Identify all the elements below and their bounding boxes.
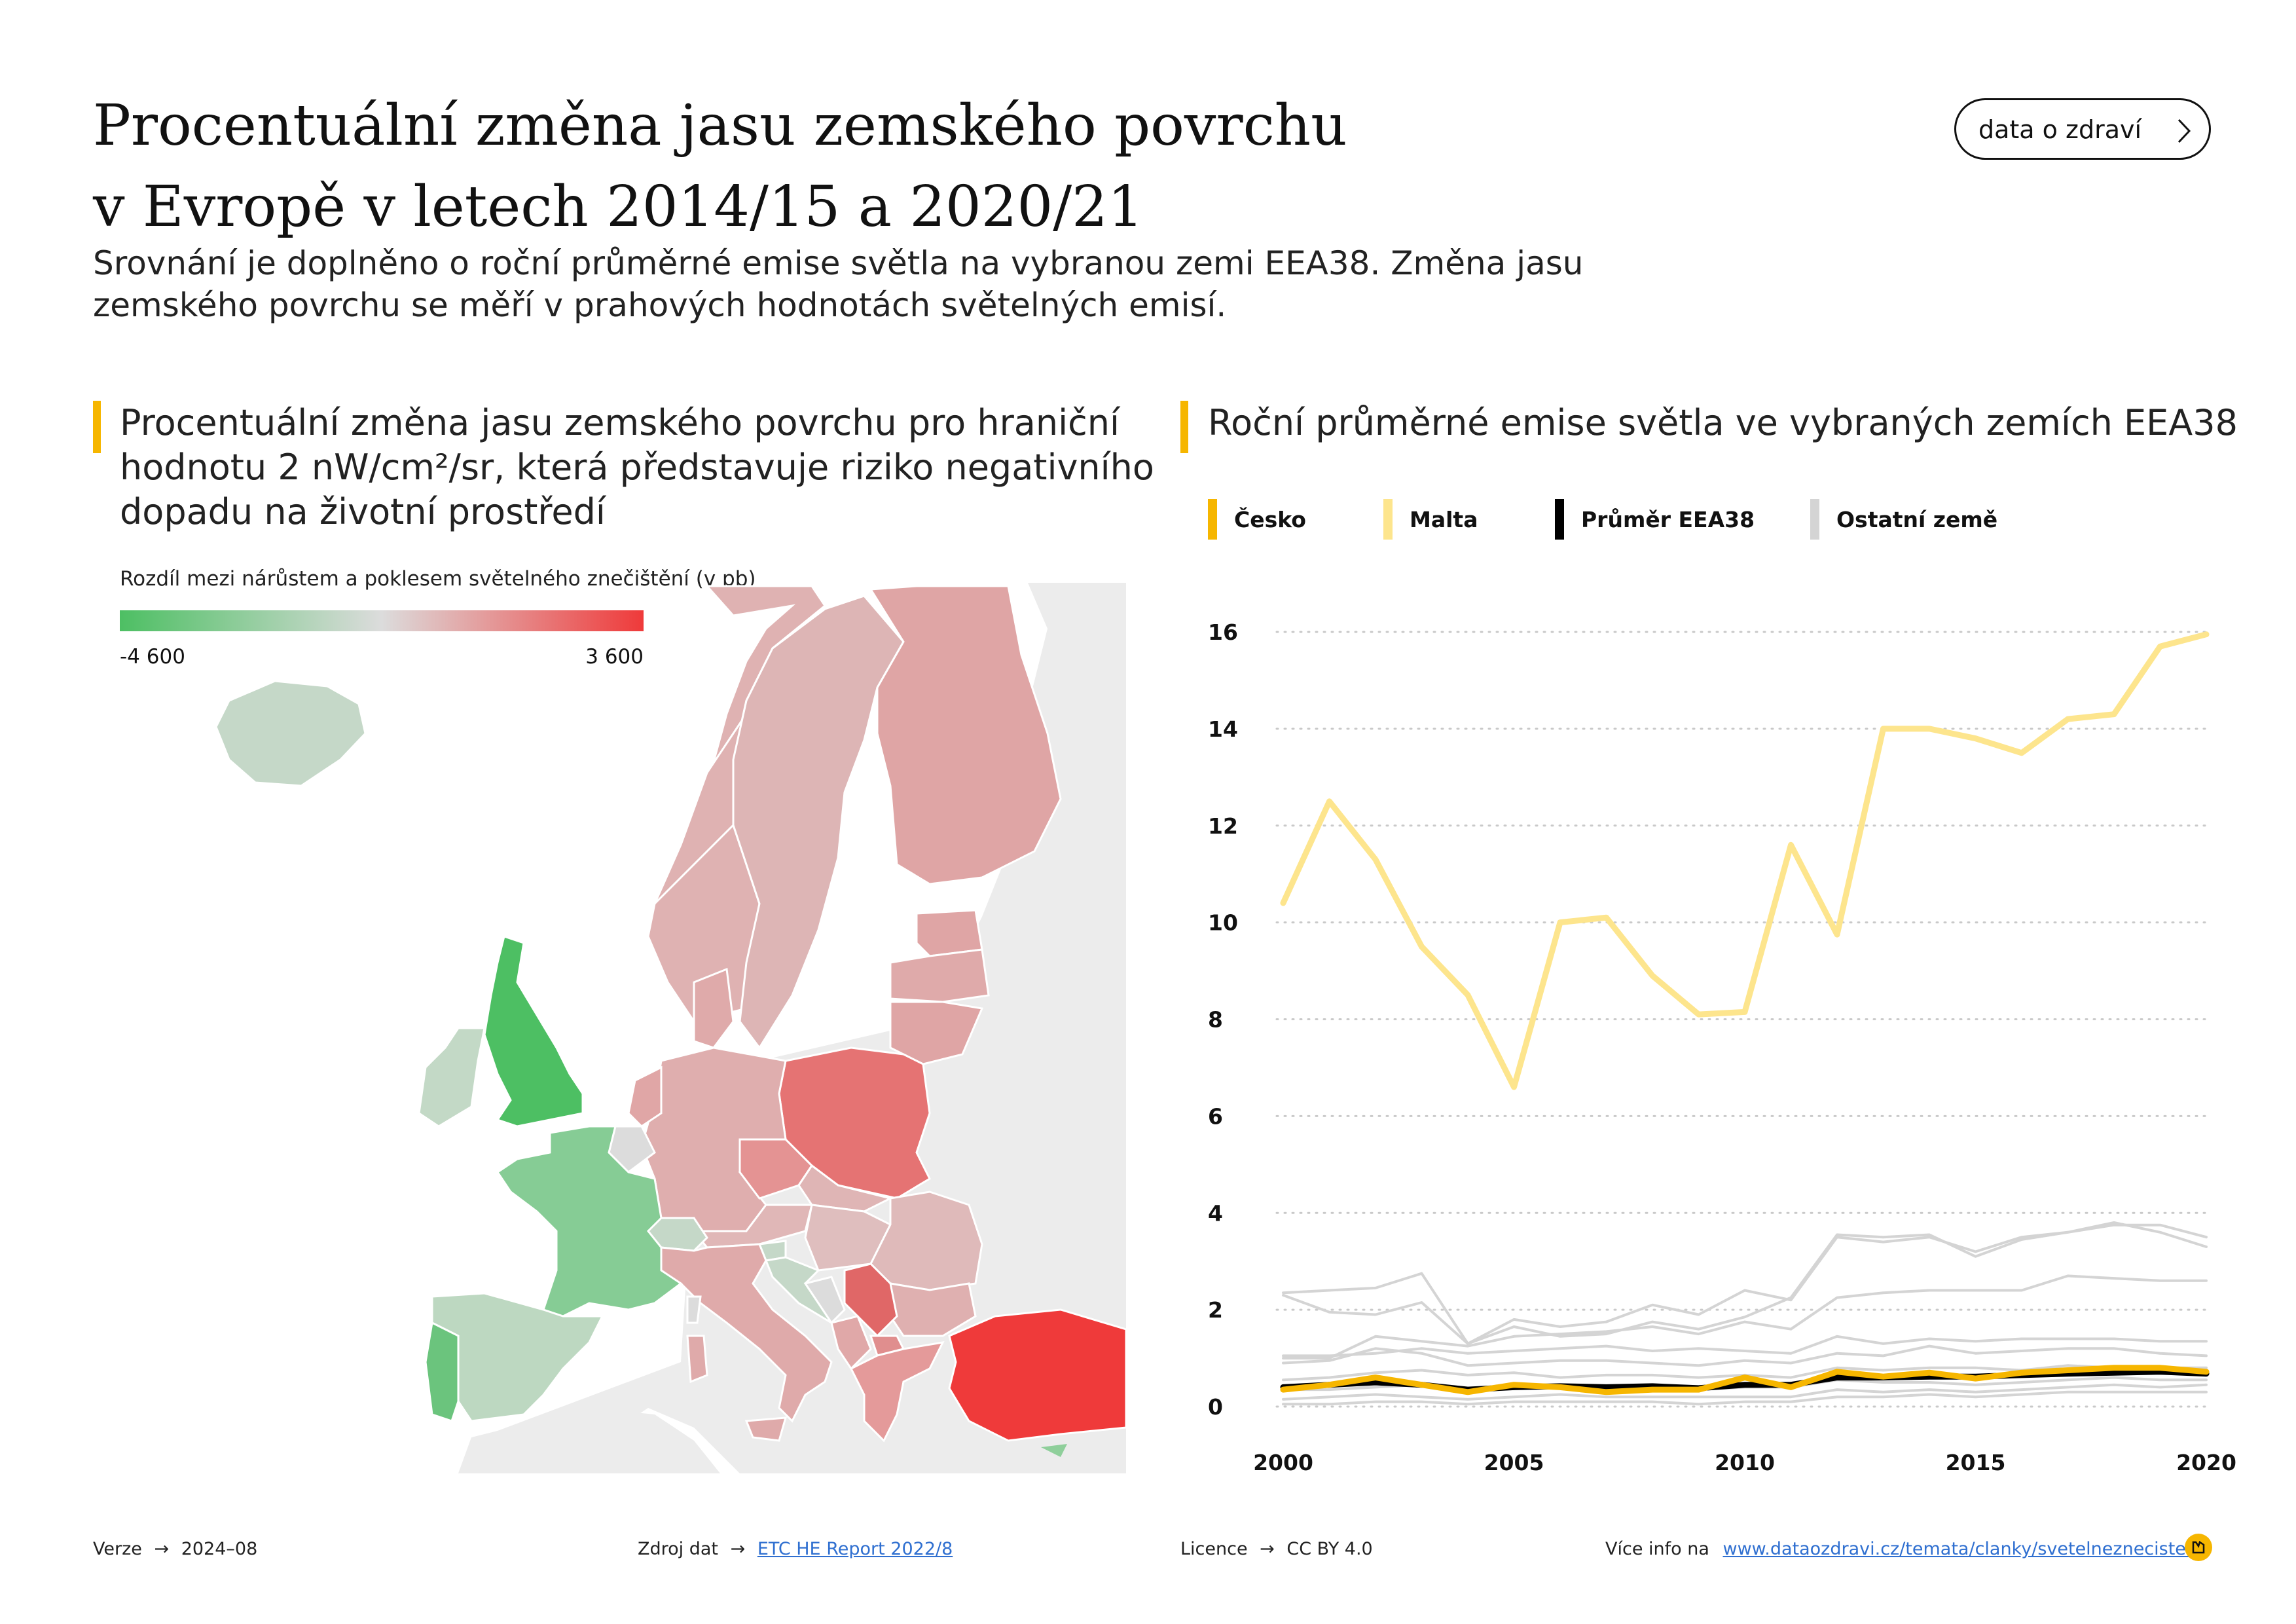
footer-source: Zdroj dat → ETC HE Report 2022/8	[638, 1539, 953, 1559]
y-tick-label: 8	[1208, 1007, 1223, 1033]
map-corsica	[686, 1295, 702, 1324]
y-tick-label: 16	[1208, 619, 1238, 645]
footer-source-label: Zdroj dat	[638, 1539, 719, 1559]
europe-map	[215, 583, 1127, 1473]
map-lithuania	[889, 1001, 984, 1065]
subtitle-line-1: Srovnání je doplněno o roční průměrné em…	[93, 244, 1584, 282]
series-line-0	[1282, 1221, 2208, 1345]
scale-min-label: -4 600	[120, 645, 185, 669]
footer-more-link[interactable]: www.dataozdravi.cz/temata/clanky/sveteln…	[1722, 1539, 2202, 1559]
y-tick-label: 6	[1208, 1103, 1223, 1129]
left-panel-title: Procentuální změna jasu zemského povrchu…	[120, 401, 1154, 534]
footer-more-label: Více info na	[1605, 1539, 1709, 1559]
x-tick-label: 2020	[2176, 1450, 2236, 1475]
footer-license-label: Licence	[1180, 1539, 1248, 1559]
map-italy	[660, 1243, 833, 1423]
color-scale-bar	[120, 610, 644, 631]
y-tick-label: 4	[1208, 1200, 1223, 1226]
map-france	[496, 1125, 683, 1318]
footer-version-label: Verze	[93, 1539, 142, 1559]
chevron-right-icon	[2178, 119, 2191, 143]
y-tick-label: 10	[1208, 910, 1238, 936]
footer-version-value: 2024–08	[181, 1539, 258, 1559]
legend-label-prumer: Průměr EEA38	[1581, 507, 1755, 532]
map-iceland	[215, 680, 367, 787]
title-line-2: v Evropě v letech 2014/15 a 2020/21	[93, 174, 1144, 240]
y-tick-label: 2	[1208, 1297, 1223, 1323]
legend-swatch-prumer	[1555, 499, 1564, 540]
logo-glyph-icon	[2192, 1541, 2205, 1554]
map-denmark	[693, 967, 735, 1049]
health-data-button[interactable]: data o zdraví	[1954, 98, 2211, 160]
right-panel-accent	[1180, 401, 1188, 453]
map-montenegro-albania	[830, 1315, 872, 1371]
legend-label-malta: Malta	[1410, 507, 1478, 532]
logo-icon	[2185, 1534, 2212, 1561]
series-line-11	[1280, 1365, 2210, 1395]
map-sicily	[744, 1416, 788, 1442]
x-tick-label: 2005	[1484, 1450, 1544, 1475]
y-tick-label: 0	[1208, 1394, 1223, 1420]
footer-source-arrow: →	[730, 1539, 746, 1559]
map-turkey	[948, 1308, 1127, 1442]
y-tick-label: 14	[1208, 716, 1238, 742]
series-line-4	[1282, 1344, 2208, 1367]
map-netherlands	[627, 1065, 663, 1128]
footer-more-info: Více info na www.dataozdravi.cz/temata/c…	[1605, 1539, 2202, 1559]
legend-swatch-malta	[1383, 499, 1393, 540]
legend-swatch-ostatni	[1810, 499, 1819, 540]
series-line-9	[1280, 631, 2210, 1090]
map-greece	[849, 1341, 945, 1443]
map-serbia	[843, 1263, 898, 1338]
footer-license: Licence → CC BY 4.0	[1180, 1539, 1373, 1559]
footer-source-link[interactable]: ETC HE Report 2022/8	[757, 1539, 953, 1559]
page-subtitle: Srovnání je doplněno o roční průměrné em…	[93, 242, 1730, 326]
series-line-1	[1282, 1223, 2208, 1345]
left-panel-title-line-1: Procentuální změna jasu zemského povrchu…	[120, 402, 1120, 443]
map-cyprus	[1041, 1444, 1067, 1457]
map-finland	[869, 585, 1062, 885]
title-line-1: Procentuální změna jasu zemského povrchu	[93, 93, 1347, 158]
map-portugal	[424, 1321, 460, 1422]
left-panel-accent	[93, 401, 101, 453]
line-chart: 0 2 4 6 8 10 12 14 16 2000 2005 2010 2015 2020	[1208, 619, 2236, 1475]
health-data-button-label: data o zdraví	[1978, 115, 2142, 144]
x-tick-label: 2010	[1715, 1450, 1775, 1475]
chart-legend: Česko Malta Průměr EEA38 Ostatní země	[1208, 499, 2255, 540]
legend-swatch-cesko	[1208, 499, 1217, 540]
scale-label: Rozdíl mezi nárůstem a poklesem světelné…	[120, 567, 756, 591]
series-line-8	[1282, 1390, 2208, 1406]
map-bosnia	[803, 1276, 846, 1325]
map-uk	[483, 935, 584, 1128]
footer-version: Verze → 2024–08	[93, 1539, 257, 1559]
chart-title: Roční průměrné emise světla ve vybraných…	[1208, 402, 2238, 443]
footer-license-arrow: →	[1260, 1539, 1275, 1559]
series-line-2	[1282, 1274, 2208, 1360]
x-tick-label: 2015	[1946, 1450, 2006, 1475]
map-latvia	[889, 948, 990, 1003]
map-ireland	[418, 1027, 486, 1128]
left-panel-title-line-3: dopadu na životní prostředí	[120, 491, 606, 532]
left-panel-title-line-2: hodnotu 2 nW/cm²/sr, která představuje r…	[120, 447, 1154, 488]
footer-license-value: CC BY 4.0	[1286, 1539, 1373, 1559]
scale-max-label: 3 600	[585, 645, 644, 669]
page-title: Procentuální změna jasu zemského povrchu…	[93, 85, 1347, 248]
legend-label-cesko: Česko	[1234, 507, 1306, 532]
series-line-3	[1282, 1335, 2208, 1357]
map-north-africa	[458, 1408, 720, 1473]
footer-version-arrow: →	[154, 1539, 170, 1559]
series-line-7	[1282, 1383, 2208, 1401]
map-sardinia	[686, 1335, 708, 1384]
legend-label-ostatni: Ostatní země	[1836, 507, 1998, 532]
subtitle-line-2: zemského povrchu se měří v prahových hod…	[93, 286, 1227, 324]
map-sweden	[732, 595, 905, 1050]
y-tick-label: 12	[1208, 813, 1238, 839]
x-tick-label: 2000	[1253, 1450, 1313, 1475]
